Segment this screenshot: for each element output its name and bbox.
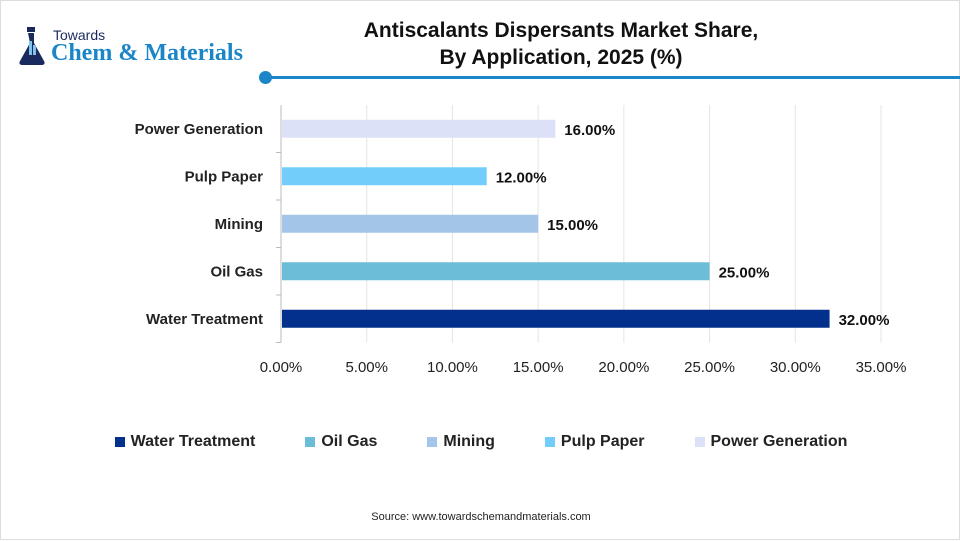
legend-swatch	[427, 437, 438, 447]
legend-swatch	[114, 437, 125, 447]
data-label: 32.00%	[839, 312, 890, 329]
divider-line	[271, 76, 960, 79]
legend-swatch	[694, 437, 705, 447]
data-label: 15.00%	[547, 217, 598, 234]
x-tick-label: 35.00%	[856, 359, 907, 376]
legend-item: Water Treatment	[114, 433, 256, 451]
x-tick-label: 15.00%	[513, 359, 564, 376]
y-tick-label: Mining	[215, 216, 263, 233]
logo-line1: Towards	[53, 27, 106, 43]
x-tick-label: 10.00%	[427, 359, 478, 376]
source: Source: www.towardschemandmaterials.com	[371, 511, 591, 523]
legend: Water Treatment Oil Gas Mining Pulp Paper Po…	[1, 433, 960, 451]
flask-icon	[19, 27, 45, 65]
data-label: 25.00%	[719, 264, 770, 281]
legend-swatch	[305, 437, 316, 447]
bar	[282, 167, 487, 186]
legend-label: Water Treatment	[130, 433, 256, 450]
x-tick-label: 20.00%	[598, 359, 649, 376]
legend-label: Pulp Paper	[560, 433, 645, 450]
x-tick-label: 25.00%	[684, 359, 735, 376]
legend-label: Mining	[443, 433, 495, 450]
data-label: 12.00%	[496, 169, 547, 186]
bar	[282, 262, 710, 281]
x-tick-label: 30.00%	[770, 359, 821, 376]
legend-label: Oil Gas	[321, 433, 378, 450]
divider-dot	[259, 71, 272, 84]
y-tick-label: Pulp Paper	[185, 168, 264, 185]
chart-title: Antiscalants Dispersants Market Share, B…	[331, 17, 791, 71]
title-line-1: Antiscalants Dispersants Market Share,	[363, 19, 759, 42]
legend-item: Mining	[427, 433, 495, 451]
logo: Towards Chem & Materials	[17, 25, 257, 67]
legend-label: Power Generation	[710, 433, 848, 450]
x-tick-label: 5.00%	[345, 359, 388, 376]
legend-item: Oil Gas	[305, 433, 377, 451]
y-tick-label: Oil Gas	[210, 263, 263, 280]
legend-item: Power Generation	[694, 433, 848, 451]
data-label: 16.00%	[564, 122, 615, 139]
y-tick-label: Power Generation	[135, 121, 263, 138]
bar	[282, 214, 539, 233]
bar	[282, 309, 830, 328]
legend-item: Pulp Paper	[544, 433, 645, 451]
bar	[282, 119, 556, 138]
legend-swatch	[544, 437, 555, 447]
logo-line2: Chem & Materials	[51, 40, 243, 66]
x-tick-label: 0.00%	[260, 359, 303, 376]
title-line-2: By Application, 2025 (%)	[439, 46, 683, 69]
y-tick-label: Water Treatment	[146, 311, 263, 328]
